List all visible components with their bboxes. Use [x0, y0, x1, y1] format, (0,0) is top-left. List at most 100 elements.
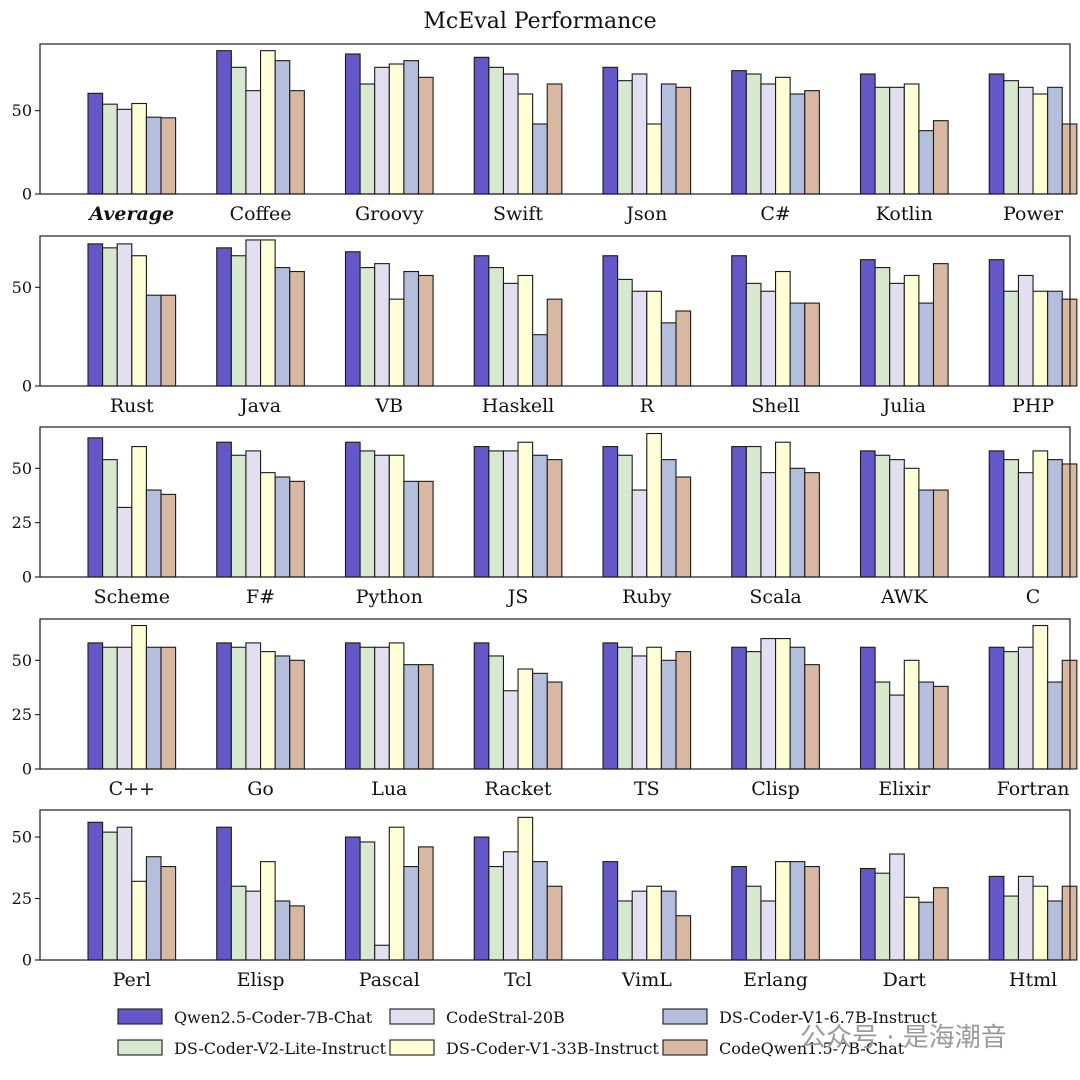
- bar-coffee-s3: [245, 90, 262, 195]
- bar-python-s4: [388, 454, 405, 578]
- bar-erlang-s2: [745, 885, 762, 961]
- category-label: Average: [87, 203, 174, 225]
- bar-ruby-s4: [646, 432, 662, 578]
- bar-f-s2: [230, 454, 247, 578]
- bar-average-s3: [116, 108, 133, 195]
- bar-python-s2: [359, 450, 376, 578]
- category-label: Perl: [113, 969, 151, 991]
- category-label: Julia: [881, 395, 926, 417]
- category-label: Lua: [371, 778, 407, 800]
- bar-elisp-s4: [259, 861, 276, 961]
- bar-ts-s1: [602, 642, 619, 770]
- category-label: Dart: [883, 969, 927, 991]
- bar-awk-s4: [903, 467, 920, 578]
- bar-power-s2: [1003, 80, 1019, 195]
- bar-dart-s6: [932, 887, 949, 961]
- bar-c-s4: [1032, 450, 1049, 578]
- bar-elixir-s4: [903, 659, 920, 770]
- bar-pascal-s1: [344, 836, 361, 961]
- bar-json-s2: [617, 80, 633, 195]
- watermark-text: 公众号 · 是海潮音: [800, 1023, 1007, 1053]
- bar-go-s2: [230, 646, 247, 770]
- bar-lua-s4: [388, 642, 405, 770]
- category-label: Clisp: [751, 778, 800, 800]
- bar-shell-s1: [731, 255, 747, 387]
- bar-shell-s4: [774, 270, 791, 387]
- category-label: Haskell: [482, 395, 555, 417]
- legend-swatch: [662, 1008, 708, 1025]
- bar-java-s2: [230, 255, 247, 387]
- category-label: Ruby: [622, 586, 672, 608]
- bar-f-s4: [259, 472, 276, 578]
- bar-perl-s6: [160, 866, 177, 961]
- bar-haskell-s1: [473, 255, 490, 387]
- bar-kotlin-s5: [918, 130, 935, 195]
- bar-julia-s5: [918, 302, 935, 387]
- category-label: Scheme: [94, 586, 170, 608]
- bar-coffee-s5: [274, 60, 291, 195]
- bar-racket-s5: [532, 672, 548, 770]
- bar-scala-s6: [804, 472, 820, 578]
- category-label: Go: [247, 778, 274, 800]
- bar-java-s6: [289, 270, 305, 387]
- bar-pascal-s5: [403, 866, 420, 961]
- bar-ruby-s5: [660, 459, 677, 578]
- bar-html-s2: [1003, 895, 1019, 961]
- bar-perl-s4: [131, 880, 147, 961]
- bar-f-s1: [216, 441, 232, 578]
- bar-groovy-s1: [344, 53, 361, 195]
- bar-php-s3: [1017, 274, 1034, 387]
- bar-html-s3: [1017, 875, 1034, 961]
- bar-viml-s1: [602, 861, 619, 961]
- y-tick-label: 25: [12, 889, 32, 908]
- bar-awk-s6: [932, 489, 949, 578]
- category-label: JS: [506, 586, 529, 608]
- bar-lua-s1: [344, 642, 361, 770]
- bar-rust-s1: [87, 243, 104, 387]
- bar-perl-s1: [87, 821, 104, 961]
- bar-erlang-s1: [731, 866, 747, 961]
- bar-go-s4: [259, 651, 276, 770]
- bar-c-s1: [87, 642, 104, 770]
- bar-json-s3: [631, 73, 648, 195]
- category-label: Tcl: [504, 969, 532, 991]
- bar-dart-s3: [889, 853, 905, 961]
- bar-c-s4: [131, 624, 147, 770]
- bar-tcl-s1: [473, 836, 490, 961]
- category-label: R: [640, 395, 655, 417]
- bar-rust-s6: [160, 294, 177, 387]
- bar-clisp-s4: [774, 638, 791, 770]
- bar-r-s6: [675, 310, 692, 387]
- bar-shell-s2: [745, 282, 762, 387]
- legend-label: CodeQwen1.5-7B-Chat: [719, 1039, 905, 1058]
- bar-swift-s3: [502, 73, 519, 195]
- chart-title: McEval Performance: [423, 9, 656, 34]
- bar-coffee-s4: [259, 50, 276, 195]
- bar-vb-s6: [417, 274, 434, 387]
- bar-r-s4: [646, 290, 662, 387]
- bar-php-s2: [1003, 290, 1019, 387]
- bar-viml-s4: [646, 885, 662, 961]
- bar-tcl-s3: [502, 851, 519, 961]
- bar-julia-s6: [932, 263, 949, 387]
- bar-f-s3: [245, 450, 262, 578]
- bar-java-s1: [216, 247, 232, 387]
- bar-pascal-s4: [388, 826, 405, 961]
- bar-elixir-s1: [859, 646, 876, 770]
- category-label: Html: [1009, 969, 1057, 991]
- bar-go-s3: [245, 642, 262, 770]
- bar-groovy-s4: [388, 63, 405, 195]
- bar-clisp-s5: [789, 646, 806, 770]
- bar-fortran-s4: [1032, 624, 1049, 770]
- bar-vb-s3: [374, 263, 390, 387]
- bar-dart-s1: [859, 867, 876, 961]
- bar-julia-s2: [874, 267, 891, 387]
- bar-swift-s4: [517, 93, 534, 195]
- legend-swatch: [389, 1008, 435, 1025]
- bar-scala-s1: [731, 446, 747, 578]
- bar-racket-s1: [473, 642, 490, 770]
- category-label: Json: [624, 203, 667, 225]
- bar-ruby-s1: [602, 446, 619, 578]
- bar-haskell-s3: [502, 282, 519, 387]
- bar-groovy-s2: [359, 83, 376, 195]
